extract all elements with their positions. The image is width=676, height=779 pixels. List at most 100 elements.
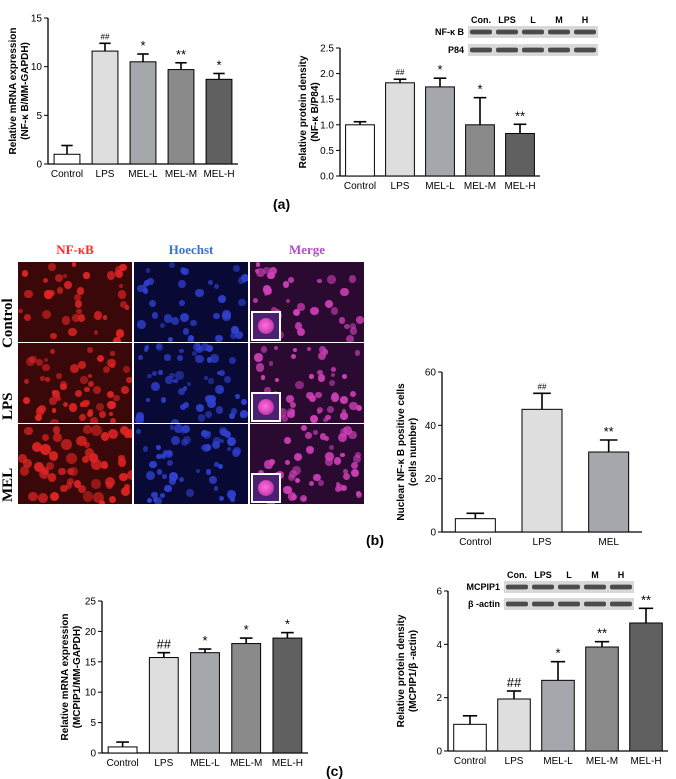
cell-nucleus <box>56 287 64 295</box>
significance-mark: * <box>477 82 482 97</box>
bar-mel-l <box>129 61 157 165</box>
cell-nucleus <box>301 496 307 502</box>
cell-nucleus <box>50 492 60 502</box>
cell-nucleus <box>296 327 305 336</box>
cell-nucleus <box>287 277 294 283</box>
cell-nucleus <box>145 268 151 273</box>
cell-nucleus <box>24 289 33 299</box>
cell-nucleus <box>234 331 243 340</box>
blot-lane-label: M <box>591 570 599 580</box>
cell-nucleus <box>309 414 318 423</box>
zoom-inset <box>251 311 281 341</box>
zoomed-cell <box>258 480 274 496</box>
cell-nucleus <box>85 448 95 458</box>
cell-nucleus <box>289 401 297 409</box>
cell-nucleus <box>215 334 223 342</box>
chart-mcpip1-protein: 0 2 4 6 Relative protein density (MCPIP1/β -a… <box>396 570 668 767</box>
cell-nucleus <box>144 345 150 350</box>
cell-nucleus <box>231 326 239 334</box>
cell-nucleus <box>110 351 115 356</box>
blot-band <box>470 29 492 35</box>
cell-nucleus <box>170 317 179 325</box>
cell-nucleus <box>234 394 240 399</box>
cell-nucleus <box>334 485 341 493</box>
cell-nucleus <box>142 288 149 294</box>
blot-band <box>532 584 554 590</box>
cell-nucleus <box>135 415 144 423</box>
blot-lane-label: M <box>555 15 563 25</box>
cell-nucleus <box>313 473 321 481</box>
cell-nucleus <box>106 271 116 280</box>
cell-nucleus <box>338 432 348 442</box>
x-tick-label: Control <box>106 758 138 769</box>
cell-nucleus <box>152 496 158 502</box>
cell-nucleus <box>195 288 204 298</box>
micrograph-grid: NF-κB Hoechst Merge Control LPS MEL <box>0 230 364 530</box>
cell-nucleus <box>24 426 33 436</box>
cell-nucleus <box>78 485 87 493</box>
cell-nucleus <box>83 441 90 448</box>
cell-nucleus <box>309 480 315 487</box>
y-tick-label: 0 <box>36 160 42 171</box>
cell-nucleus <box>105 481 113 489</box>
significance-mark: * <box>216 57 221 72</box>
x-tick-label: MEL-H <box>272 758 303 769</box>
cell-nucleus <box>108 496 116 504</box>
bar-control <box>345 124 375 177</box>
cell-nucleus <box>213 486 219 491</box>
chart-nuclear-nfkb-cells: 0 20 40 60 Nuclear NF-κ B positive cells (cel… <box>396 368 642 548</box>
cell-nucleus <box>119 425 130 436</box>
cell-nucleus <box>232 264 241 273</box>
cell-nucleus <box>264 287 272 295</box>
cell-nucleus <box>344 323 350 330</box>
blot-band <box>522 29 544 35</box>
cell-nucleus <box>33 461 44 472</box>
x-tick-label: MEL-M <box>230 758 262 769</box>
cell-nucleus <box>331 392 339 399</box>
cell-nucleus <box>124 304 130 310</box>
cell-nucleus <box>126 470 132 481</box>
cell-nucleus <box>294 322 303 330</box>
cell-nucleus <box>76 435 87 447</box>
cell-nucleus <box>224 376 231 383</box>
cell-nucleus <box>349 327 358 335</box>
cell-nucleus <box>280 414 289 423</box>
cell-nucleus <box>229 331 238 339</box>
cell-nucleus <box>93 492 104 503</box>
cell-nucleus <box>182 401 189 408</box>
cell-nucleus <box>333 457 341 465</box>
cell-nucleus <box>255 363 265 372</box>
cell-nucleus <box>51 390 60 399</box>
cell-nucleus <box>71 314 80 322</box>
micrograph-lps-2 <box>250 343 364 423</box>
cell-nucleus <box>88 453 99 463</box>
x-tick-label: Control <box>51 169 83 180</box>
cell-nucleus <box>98 499 105 504</box>
cell-nucleus <box>146 373 152 379</box>
cell-nucleus <box>21 270 29 277</box>
cell-nucleus <box>23 313 32 322</box>
blot-lane-label: Con. <box>507 570 527 580</box>
y-tick-label: 10 <box>85 688 97 699</box>
cell-nucleus <box>207 357 213 363</box>
zoomed-cell <box>258 399 274 415</box>
cell-nucleus <box>355 350 361 356</box>
cell-nucleus <box>238 298 246 307</box>
cell-nucleus <box>355 405 363 412</box>
cell-nucleus <box>115 329 125 338</box>
cell-nucleus <box>89 417 99 423</box>
y-tick-label: 60 <box>425 368 437 379</box>
cell-nucleus <box>102 315 107 320</box>
y-tick-label: 0.5 <box>320 146 334 157</box>
x-tick-label: LPS <box>505 756 524 767</box>
cell-nucleus <box>179 349 184 354</box>
bar-mel-h <box>505 133 535 177</box>
cell-nucleus <box>171 418 180 423</box>
cell-nucleus <box>326 406 334 414</box>
cell-nucleus <box>113 395 120 402</box>
cell-nucleus <box>100 432 110 441</box>
panel-label-b: (b) <box>366 532 384 548</box>
cell-nucleus <box>167 460 174 467</box>
cell-nucleus <box>179 266 186 273</box>
bar-control <box>454 518 496 533</box>
